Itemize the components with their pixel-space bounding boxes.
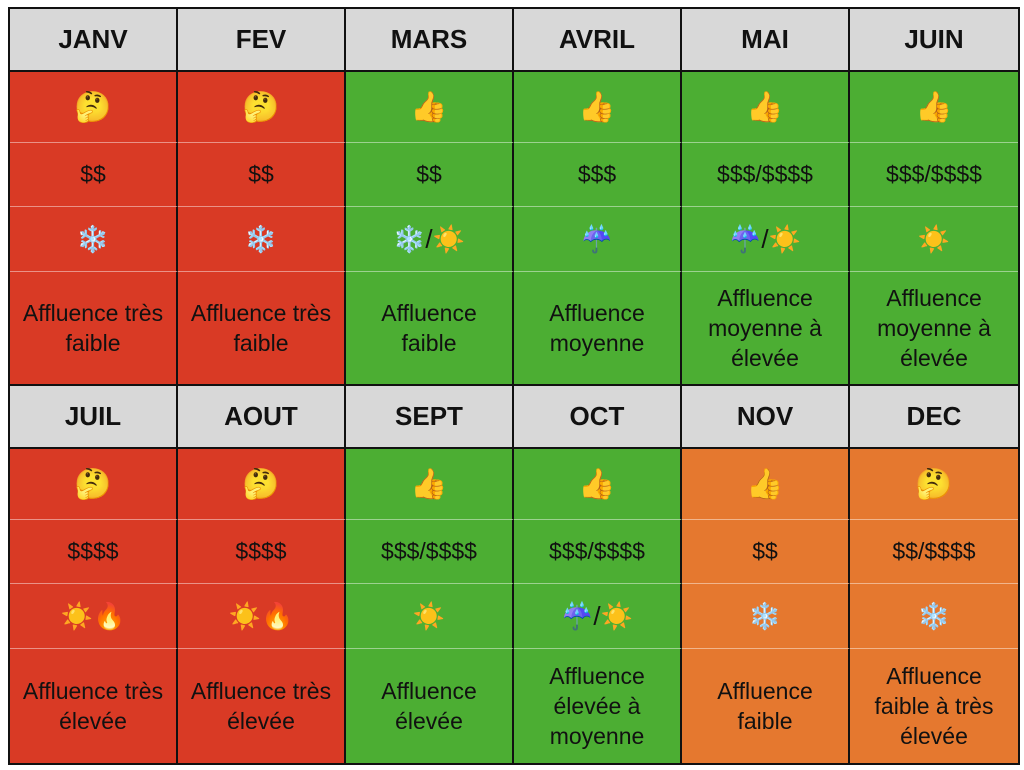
- price-level: $$$/$$$$: [346, 520, 514, 584]
- month-header: MAI: [682, 9, 850, 72]
- sun-fire-icon: ☀️🔥: [10, 584, 178, 649]
- month-header: FEV: [178, 9, 346, 72]
- thinking-face-icon: 🤔: [850, 449, 1018, 520]
- month-header: JANV: [10, 9, 178, 72]
- month-header: JUIL: [10, 386, 178, 449]
- crowd-level: Affluence faible: [346, 272, 514, 386]
- thinking-face-icon: 🤔: [10, 72, 178, 143]
- thumbs-up-icon: 👍: [514, 449, 682, 520]
- crowd-level: Affluence très élevée: [10, 649, 178, 763]
- table-half-jan-jun: JANV FEV MARS AVRIL MAI JUIN 🤔 🤔 👍 👍 👍 👍 $$ $$ $$ $$$ $$…: [10, 9, 1018, 386]
- thumbs-up-icon: 👍: [346, 449, 514, 520]
- price-level: $$$$: [178, 520, 346, 584]
- umbrella-rain-sun-icon: ☔/☀️: [514, 584, 682, 649]
- price-level: $$: [10, 143, 178, 207]
- thumbs-up-icon: 👍: [850, 72, 1018, 143]
- sun-icon: ☀️: [850, 207, 1018, 272]
- month-header: JUIN: [850, 9, 1018, 72]
- month-header: MARS: [346, 9, 514, 72]
- crowd-level: Affluence faible à très élevée: [850, 649, 1018, 763]
- price-level: $$$/$$$$: [850, 143, 1018, 207]
- crowd-level: Affluence élevée à moyenne: [514, 649, 682, 763]
- umbrella-rain-sun-icon: ☔/☀️: [682, 207, 850, 272]
- price-level: $$$: [514, 143, 682, 207]
- thinking-face-icon: 🤔: [10, 449, 178, 520]
- thumbs-up-icon: 👍: [514, 72, 682, 143]
- table-half-jul-dec: JUIL AOUT SEPT OCT NOV DEC 🤔 🤔 👍 👍 👍 🤔 $$$$ $$$$ $$$/$…: [10, 386, 1018, 763]
- crowd-level: Affluence très élevée: [178, 649, 346, 763]
- price-level: $$$$: [10, 520, 178, 584]
- monthly-travel-table: JANV FEV MARS AVRIL MAI JUIN 🤔 🤔 👍 👍 👍 👍 $$ $$ $$ $$$ $$…: [8, 7, 1020, 765]
- thumbs-up-icon: 👍: [346, 72, 514, 143]
- month-header: AOUT: [178, 386, 346, 449]
- crowd-level: Affluence moyenne: [514, 272, 682, 386]
- month-header: NOV: [682, 386, 850, 449]
- thinking-face-icon: 🤔: [178, 449, 346, 520]
- snowflake-icon: ❄️: [178, 207, 346, 272]
- sun-icon: ☀️: [346, 584, 514, 649]
- price-level: $$: [682, 520, 850, 584]
- thinking-face-icon: 🤔: [178, 72, 346, 143]
- month-header: SEPT: [346, 386, 514, 449]
- snowflake-sun-icon: ❄️/☀️: [346, 207, 514, 272]
- price-level: $$$/$$$$: [514, 520, 682, 584]
- snowflake-icon: ❄️: [682, 584, 850, 649]
- umbrella-rain-icon: ☔: [514, 207, 682, 272]
- snowflake-icon: ❄️: [10, 207, 178, 272]
- crowd-level: Affluence très faible: [178, 272, 346, 386]
- price-level: $$: [178, 143, 346, 207]
- crowd-level: Affluence élevée: [346, 649, 514, 763]
- month-header: OCT: [514, 386, 682, 449]
- thumbs-up-icon: 👍: [682, 72, 850, 143]
- thumbs-up-icon: 👍: [682, 449, 850, 520]
- price-level: $$$/$$$$: [682, 143, 850, 207]
- month-header: DEC: [850, 386, 1018, 449]
- crowd-level: Affluence très faible: [10, 272, 178, 386]
- sun-fire-icon: ☀️🔥: [178, 584, 346, 649]
- month-header: AVRIL: [514, 9, 682, 72]
- crowd-level: Affluence faible: [682, 649, 850, 763]
- price-level: $$: [346, 143, 514, 207]
- crowd-level: Affluence moyenne à élevée: [682, 272, 850, 386]
- crowd-level: Affluence moyenne à élevée: [850, 272, 1018, 386]
- price-level: $$/$$$$: [850, 520, 1018, 584]
- snowflake-icon: ❄️: [850, 584, 1018, 649]
